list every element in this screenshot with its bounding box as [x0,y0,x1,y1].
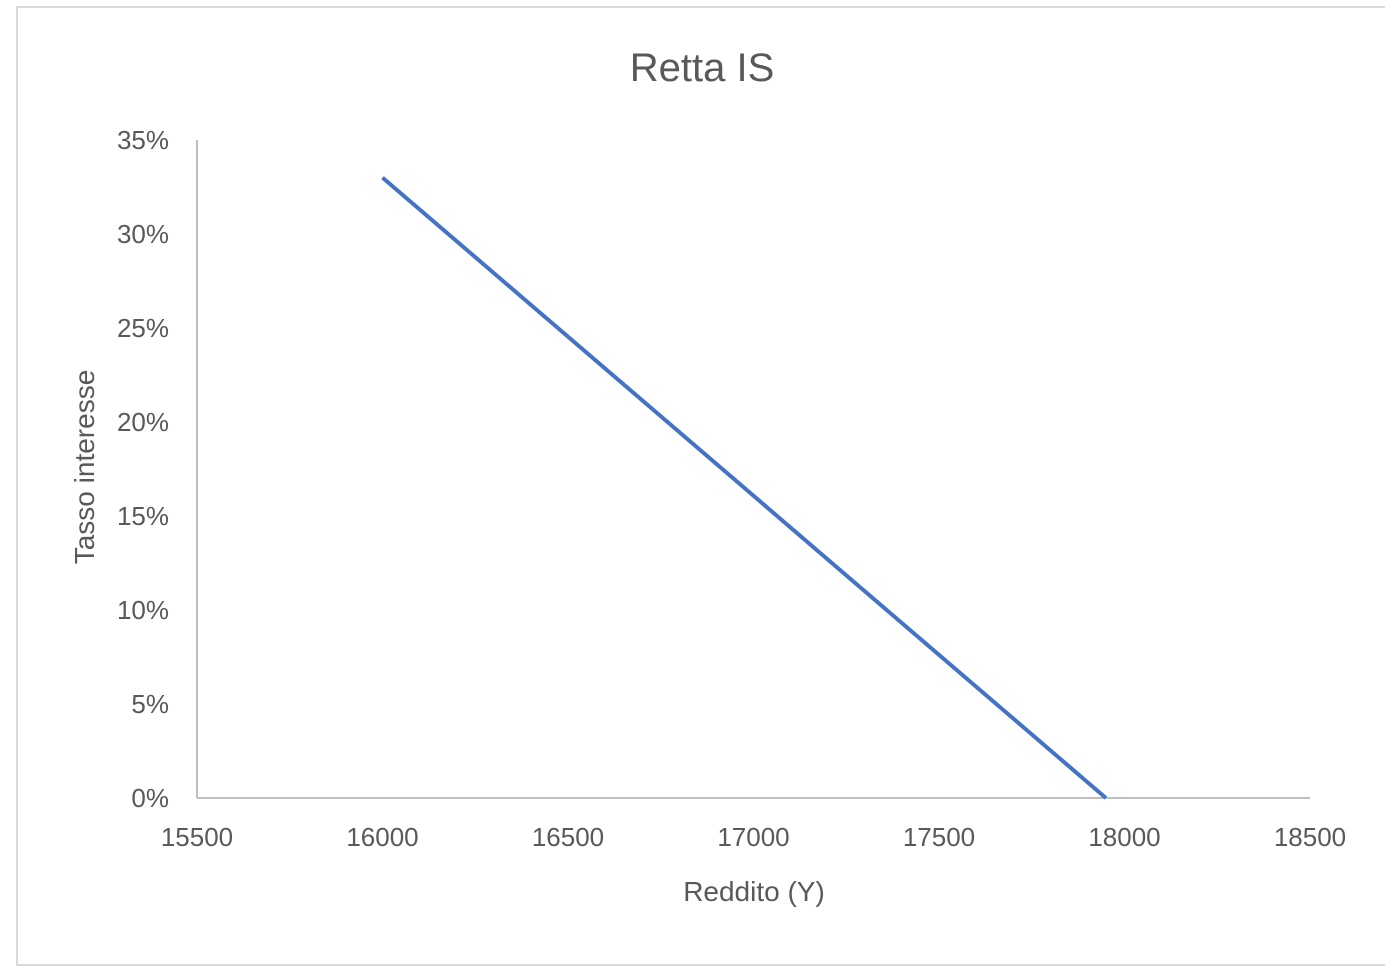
x-tick-label: 16000 [346,822,418,852]
chart-title: Retta IS [630,46,775,90]
x-tick-label: 18500 [1274,822,1346,852]
x-tick-label: 17000 [717,822,789,852]
x-tick-label: 18000 [1088,822,1160,852]
x-tick-label: 15500 [161,822,233,852]
chart-frame [16,6,1385,966]
y-tick-label: 35% [117,125,169,155]
series-line [381,176,1108,800]
y-tick-label: 5% [131,689,169,719]
y-axis-title: Tasso interesse [69,370,100,565]
x-tick-label: 16500 [532,822,604,852]
x-tick-label: 17500 [903,822,975,852]
y-tick-label: 10% [117,595,169,625]
y-tick-labels: 0% 5% 10% 15% 20% 25% 30% 35% [117,125,169,813]
x-tick-labels: 15500 16000 16500 17000 17500 18000 18500 [161,822,1346,852]
y-tick-label: 30% [117,219,169,249]
y-tick-label: 15% [117,501,169,531]
y-tick-label: 25% [117,313,169,343]
series-layer [381,176,1108,800]
y-tick-label: 0% [131,783,169,813]
y-tick-label: 20% [117,407,169,437]
x-axis-title: Reddito (Y) [683,876,825,907]
